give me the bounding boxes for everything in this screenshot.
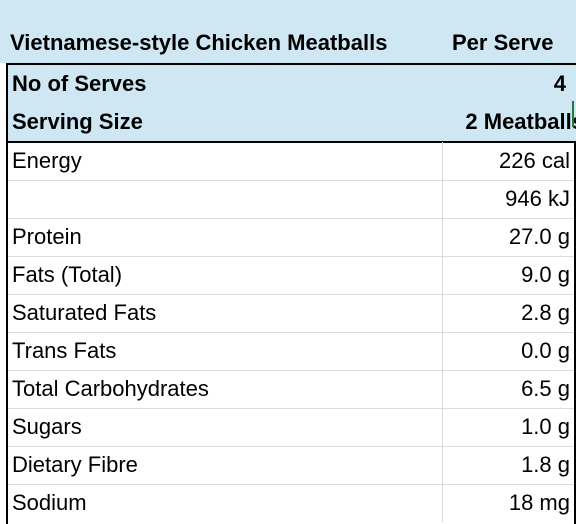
nutrient-label-cell[interactable]: Saturated Fats — [12, 300, 157, 325]
nutrient-label-cell[interactable]: Total Carbohydrates — [12, 376, 209, 401]
column-divider — [442, 294, 443, 332]
title-row: Vietnamese-style Chicken Meatballs Per S… — [0, 0, 576, 63]
table-row: Sugars 1.0 g — [8, 408, 576, 447]
nutrient-label-cell[interactable]: Dietary Fibre — [12, 452, 138, 477]
nutrient-label-cell[interactable]: Sodium — [12, 490, 87, 515]
nutrient-value-cell[interactable]: 1.8 g — [521, 452, 570, 477]
nutrient-value-cell[interactable]: 1.0 g — [521, 414, 570, 439]
column-divider — [442, 256, 443, 294]
column-divider — [442, 446, 443, 484]
recipe-title-cell[interactable]: Vietnamese-style Chicken Meatballs — [10, 30, 388, 55]
nutrient-value-cell[interactable]: 2.8 g — [521, 300, 570, 325]
table-row: 946 kJ — [8, 180, 576, 219]
table-right-border — [574, 141, 576, 524]
nutrient-label-cell[interactable]: Sugars — [12, 414, 82, 439]
table-row: Saturated Fats 2.8 g — [8, 294, 576, 333]
column-divider — [442, 180, 443, 218]
column-divider — [442, 408, 443, 446]
nutrient-value-cell[interactable]: 946 kJ — [505, 186, 570, 211]
no-of-serves-label-cell[interactable]: No of Serves — [12, 71, 147, 96]
column-divider — [442, 218, 443, 256]
serving-size-label-cell[interactable]: Serving Size — [12, 109, 143, 134]
no-of-serves-row: No of Serves 4 — [8, 65, 576, 103]
nutrient-label-cell[interactable]: Trans Fats — [12, 338, 117, 363]
nutrient-value-cell[interactable]: 6.5 g — [521, 376, 570, 401]
nutrient-value-cell[interactable]: 226 cal — [499, 148, 570, 173]
nutrient-label-cell[interactable]: Energy — [12, 148, 82, 173]
table-row: Dietary Fibre 1.8 g — [8, 446, 576, 485]
table-row: Sodium 18 mg — [8, 484, 576, 522]
serving-size-value-cell[interactable]: 2 Meatballs — [465, 109, 576, 134]
table-row: Fats (Total) 9.0 g — [8, 256, 576, 295]
serving-size-row: Serving Size 2 Meatballs — [8, 103, 576, 141]
nutrient-label-cell[interactable]: Fats (Total) — [12, 262, 123, 287]
serving-info-block: No of Serves 4 Serving Size 2 Meatballs — [6, 63, 576, 143]
table-row: Protein 27.0 g — [8, 218, 576, 257]
column-divider — [442, 484, 443, 522]
column-divider — [442, 332, 443, 370]
nutrition-table: Energy 226 cal 946 kJ Protein 27.0 g Fat… — [6, 141, 576, 524]
column-divider — [442, 370, 443, 408]
per-serve-header-cell[interactable]: Per Serve — [452, 30, 554, 55]
nutrient-value-cell[interactable]: 9.0 g — [521, 262, 570, 287]
nutrient-value-cell[interactable]: 27.0 g — [508, 224, 570, 249]
no-of-serves-value-cell[interactable]: 4 — [553, 71, 566, 96]
table-row: Total Carbohydrates 6.5 g — [8, 370, 576, 409]
nutrient-value-cell[interactable]: 0.0 g — [521, 338, 570, 363]
table-row: Trans Fats 0.0 g — [8, 332, 576, 371]
selection-fill-handle[interactable] — [572, 101, 574, 127]
nutrient-value-cell[interactable]: 18 mg — [508, 490, 570, 515]
table-row: Energy 226 cal — [8, 142, 576, 181]
nutrient-label-cell[interactable]: Protein — [12, 224, 82, 249]
column-divider — [442, 142, 443, 180]
